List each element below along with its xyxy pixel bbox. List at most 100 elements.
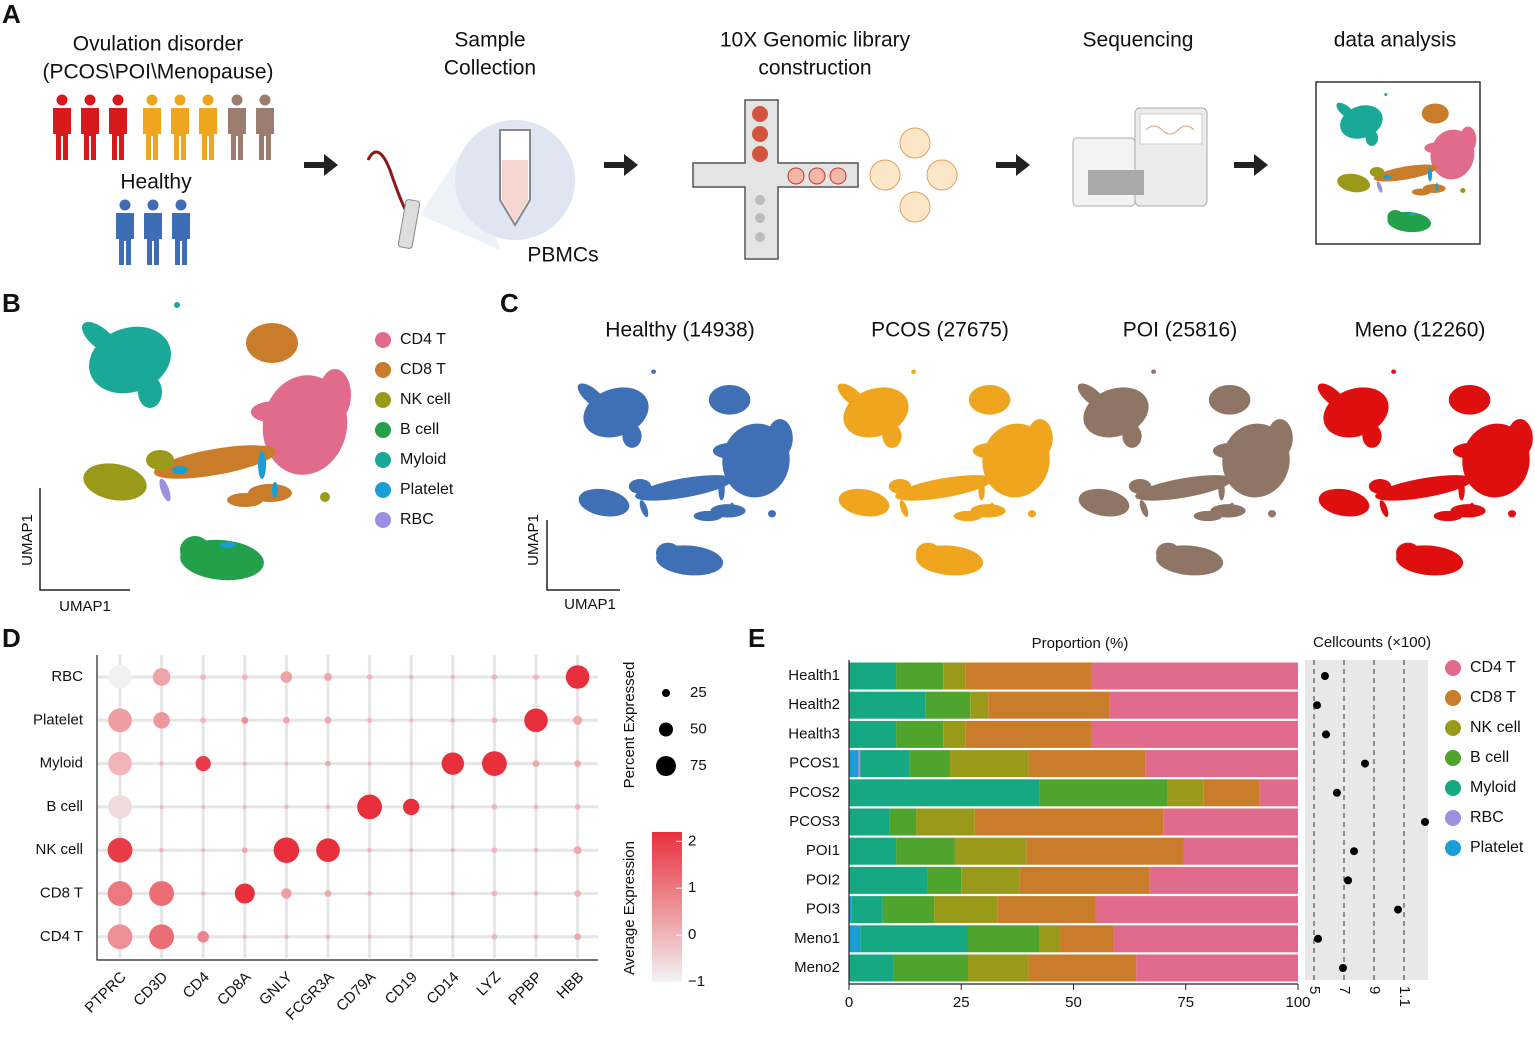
dot (324, 890, 332, 897)
person-head (84, 94, 96, 106)
person-body (53, 108, 71, 160)
umap-cluster (1317, 383, 1347, 409)
umap-cluster (911, 369, 916, 374)
dot (482, 751, 507, 776)
point (1344, 876, 1353, 885)
bar-segment (1091, 662, 1298, 690)
droplet (752, 126, 768, 142)
dot (200, 674, 206, 680)
legend-title: Average Expression (621, 841, 638, 975)
dot (573, 846, 582, 855)
step-label: construction (758, 57, 871, 80)
category-label: PCOS1 (789, 755, 840, 772)
person-head (146, 94, 158, 106)
axis-label: UMAP1 (59, 598, 111, 615)
umap-cluster (968, 385, 1011, 415)
point (1322, 730, 1330, 739)
legend-swatch (1445, 660, 1461, 676)
umap-cluster (246, 323, 298, 363)
dot (533, 804, 539, 810)
umap-cluster (649, 490, 663, 497)
bar-segment (849, 779, 1040, 807)
size-key (659, 722, 673, 737)
dot (197, 931, 209, 943)
umap-cluster (1424, 142, 1450, 154)
dot (524, 708, 548, 733)
dot (108, 751, 132, 776)
umap-cluster (639, 500, 649, 518)
bar-segment (849, 954, 894, 982)
step-label: Ovulation disorder (73, 33, 243, 56)
step-label: 10X Genomic library (720, 29, 911, 52)
umap-cluster (1318, 488, 1370, 517)
gem (926, 159, 958, 191)
dot (201, 804, 206, 809)
dot (409, 935, 413, 939)
panel-title: Meno (12260) (1355, 319, 1486, 342)
colorbar-label: 0 (688, 926, 696, 943)
signal (1145, 125, 1195, 135)
umap-cluster (718, 479, 725, 501)
umap-cluster (1508, 510, 1516, 518)
step-label: PBMCs (527, 244, 598, 267)
legend-swatch (375, 332, 391, 348)
umap-cluster (1156, 542, 1180, 564)
umap-cluster (1428, 547, 1441, 552)
bar-segment (857, 750, 861, 778)
umap-cluster (81, 321, 119, 355)
bar-segment (954, 837, 1027, 865)
dot (284, 761, 289, 766)
legend-swatch (1445, 780, 1461, 796)
umap-cluster (1368, 479, 1392, 494)
umap-cluster (1122, 424, 1142, 448)
dot (242, 847, 248, 853)
umap-cluster (1421, 103, 1449, 124)
x-tick-label: 1.1 (1396, 986, 1413, 1007)
umap-cluster (1387, 210, 1403, 224)
dot (280, 671, 293, 683)
person-body (172, 213, 190, 265)
bar-segment (1095, 896, 1298, 924)
umap-cluster (1389, 490, 1403, 497)
umap-cluster (272, 482, 278, 498)
person-body (228, 108, 246, 160)
umap-cluster (1027, 419, 1053, 458)
dot (242, 674, 248, 680)
column-label: HBB (553, 969, 587, 1003)
person-head (147, 199, 159, 211)
size-key (662, 689, 670, 697)
dot (450, 891, 455, 896)
dot (450, 848, 455, 853)
dot (491, 847, 498, 853)
umap-cluster (1411, 188, 1431, 196)
umap-cluster (838, 488, 890, 517)
tube-fluid (502, 160, 528, 222)
umap-cluster (1383, 175, 1392, 179)
arrow (996, 154, 1030, 176)
umap-cluster (1435, 183, 1439, 191)
tray (1088, 170, 1144, 195)
dot (242, 934, 247, 939)
column-label: LYZ (473, 969, 504, 1000)
category-label: POI1 (806, 842, 840, 859)
bar-segment (1259, 779, 1298, 807)
umap-cluster (712, 442, 752, 460)
bar-segment (1028, 954, 1137, 982)
umap-cluster (172, 466, 188, 474)
category-label: POI2 (806, 871, 840, 888)
person-body (116, 213, 134, 265)
droplet (752, 146, 768, 162)
bar-segment (925, 691, 971, 719)
person-body (109, 108, 127, 160)
dot (107, 881, 133, 906)
arrow (1234, 154, 1268, 176)
screen (1139, 113, 1203, 145)
dot (574, 890, 581, 897)
person-head (231, 94, 243, 106)
x-tick-label: 25 (953, 994, 970, 1011)
droplet (808, 167, 826, 185)
dot (532, 760, 540, 767)
umap-cluster (693, 510, 723, 522)
dot (159, 848, 164, 853)
dot (491, 890, 498, 897)
